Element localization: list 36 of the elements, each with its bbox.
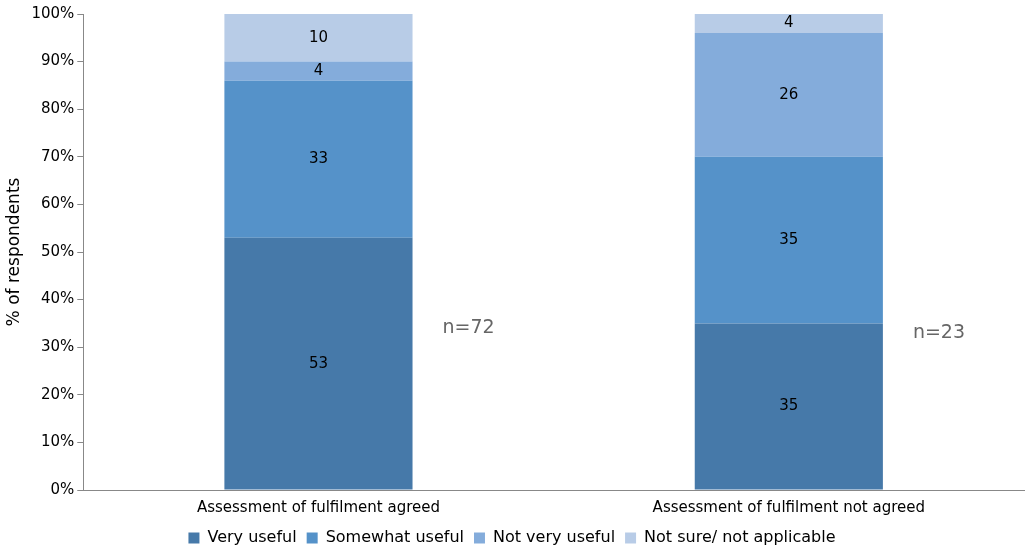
y-tick-label: 80% <box>40 99 75 118</box>
bar <box>694 33 883 157</box>
y-tick-label: 0% <box>50 479 75 498</box>
bar <box>694 323 883 490</box>
legend-label: Not sure/ not applicable <box>644 527 836 547</box>
legend-label: Very useful <box>207 527 297 547</box>
data-label: 4 <box>784 13 794 32</box>
data-label: 26 <box>779 84 799 103</box>
data-label: 35 <box>779 396 799 415</box>
bar <box>224 237 413 490</box>
y-tick-label: 20% <box>40 384 75 403</box>
y-tick-label: 50% <box>40 241 75 260</box>
legend-label: Somewhat useful <box>325 527 464 547</box>
x-tick-label: Assessment of fulfilment agreed <box>196 497 440 516</box>
annotation: n=72 <box>442 315 495 338</box>
y-tick-label: 30% <box>40 337 75 356</box>
bar <box>224 14 413 62</box>
y-axis-title: % of respondents <box>2 177 23 327</box>
data-label: 4 <box>313 61 324 80</box>
y-tick-label: 90% <box>40 51 75 70</box>
y-tick-label: 40% <box>40 289 75 308</box>
y-tick-label: 10% <box>40 432 75 451</box>
bar <box>694 156 883 324</box>
data-label: 53 <box>308 353 329 372</box>
data-label: 10 <box>308 27 329 46</box>
y-tick-label: 70% <box>40 146 75 165</box>
y-tick-label: 60% <box>40 194 75 213</box>
bar <box>224 80 413 238</box>
bar <box>224 61 413 81</box>
annotation: n=23 <box>912 319 966 342</box>
data-label: 33 <box>308 149 329 168</box>
data-label: 35 <box>779 229 799 248</box>
legend-label: Not very useful <box>492 527 616 547</box>
bar <box>694 14 883 34</box>
y-tick-label: 100% <box>31 3 75 22</box>
x-tick-label: Assessment of fulfilment not agreed <box>652 497 926 516</box>
